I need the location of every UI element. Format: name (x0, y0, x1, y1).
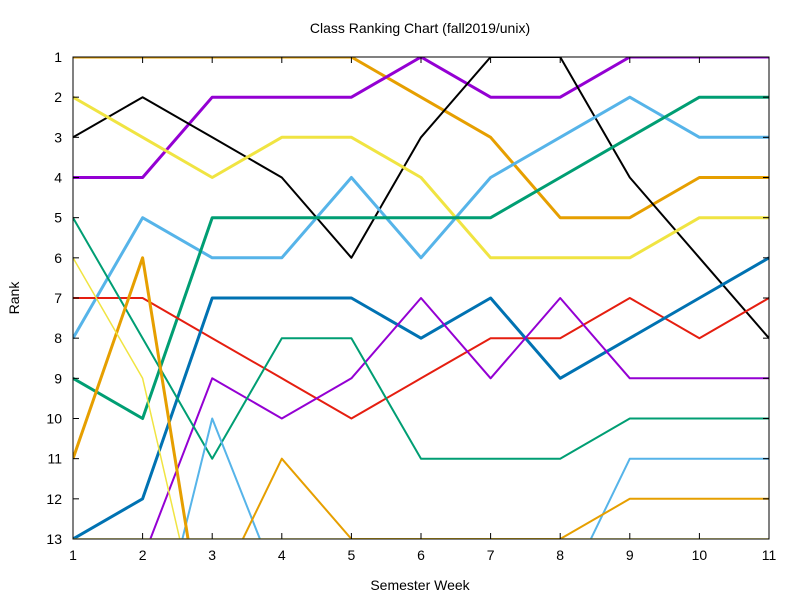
chart-title: Class Ranking Chart (fall2019/unix) (310, 20, 530, 36)
series-line-14 (241, 457, 769, 539)
series-line-12 (589, 457, 769, 539)
y-tick-label: 5 (54, 210, 62, 226)
y-tick-label: 13 (46, 531, 62, 547)
y-tick-label: 2 (54, 89, 62, 105)
x-tick-label: 11 (762, 547, 777, 563)
x-tick-label: 1 (69, 547, 77, 563)
series-line-13 (73, 256, 190, 539)
series-line-5 (73, 95, 769, 339)
series-line-7 (73, 297, 769, 420)
x-tick-label: 3 (208, 547, 216, 563)
x-tick-label: 4 (278, 547, 286, 563)
series-layer (73, 57, 769, 539)
x-tick-label: 9 (626, 547, 634, 563)
x-tick-label: 2 (139, 547, 147, 563)
series-line-11 (181, 417, 262, 539)
series-line-10 (73, 217, 769, 460)
x-tick-label: 10 (692, 547, 708, 563)
series-line-9 (149, 297, 769, 539)
y-tick-label: 8 (54, 330, 62, 346)
y-tick-label: 6 (54, 250, 62, 266)
x-tick-label: 7 (487, 547, 495, 563)
x-tick-label: 5 (348, 547, 356, 563)
x-axis-label: Semester Week (370, 577, 470, 593)
series-line-15 (73, 257, 181, 539)
y-tick-label: 4 (54, 170, 62, 186)
y-tick-label: 11 (47, 451, 62, 467)
x-tick-label: 8 (556, 547, 564, 563)
y-tick-label: 12 (46, 491, 62, 507)
y-tick-label: 10 (46, 411, 62, 427)
x-tick-label: 6 (417, 547, 425, 563)
y-tick-label: 3 (54, 129, 62, 145)
series-line-3 (73, 57, 769, 339)
series-line-8 (73, 256, 769, 539)
series-line-4 (73, 95, 769, 260)
y-tick-label: 1 (54, 49, 62, 65)
series-line-6 (73, 95, 769, 420)
y-tick-label: 9 (54, 370, 62, 386)
y-axis-label: Rank (6, 281, 22, 315)
y-tick-label: 7 (54, 290, 62, 306)
